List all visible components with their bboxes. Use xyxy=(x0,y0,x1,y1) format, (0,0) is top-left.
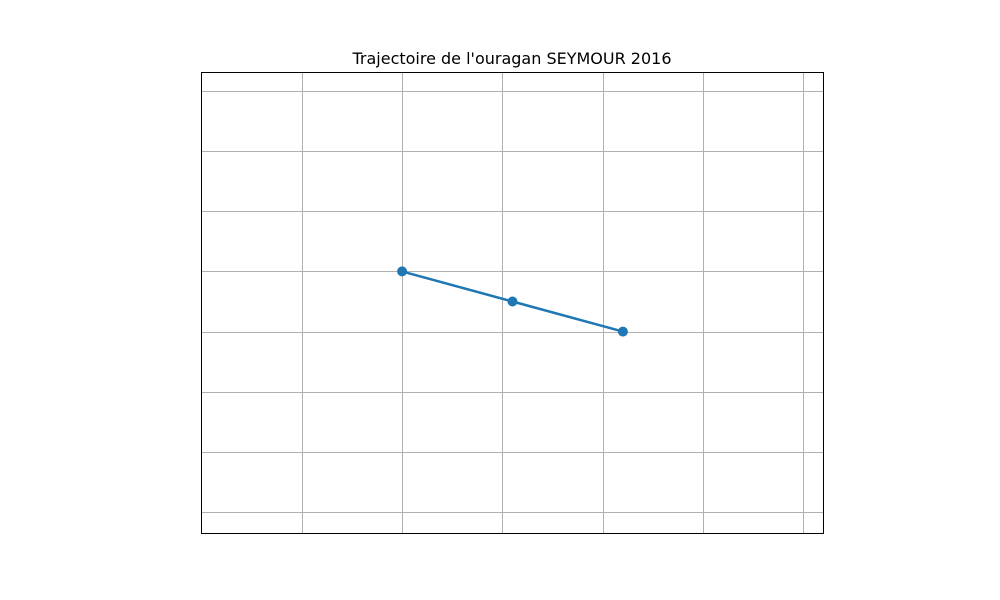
trajectory-point-2 xyxy=(507,296,518,307)
trajectory-point-1 xyxy=(397,266,408,277)
plot-frame xyxy=(201,72,824,534)
chart-title: Trajectoire de l'ouragan SEYMOUR 2016 xyxy=(351,49,671,68)
series-group xyxy=(397,266,628,337)
grid xyxy=(201,72,824,534)
trajectory-point-3 xyxy=(617,326,628,337)
